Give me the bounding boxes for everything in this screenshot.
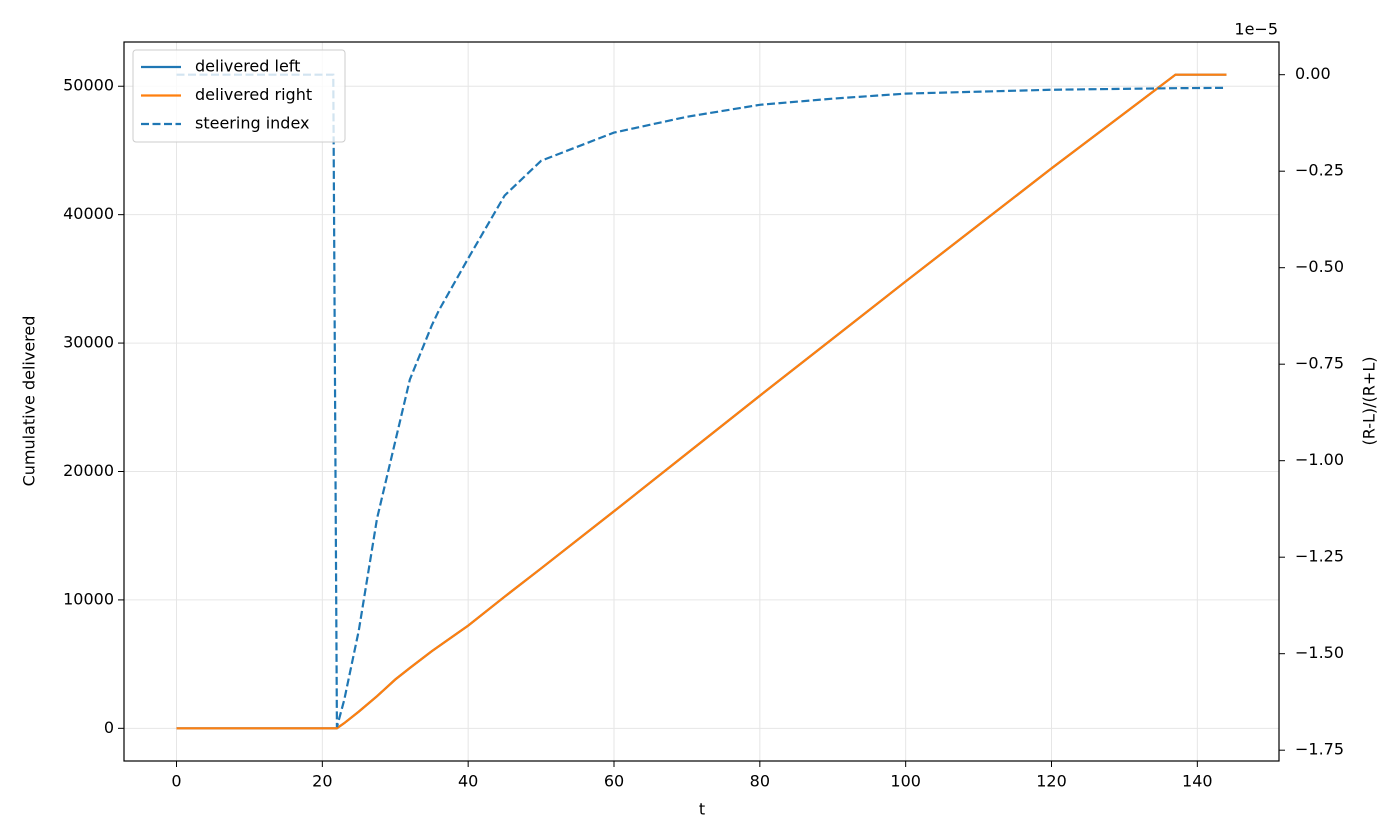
x-tick-label: 120 bbox=[1036, 772, 1067, 791]
y2-tick-label: −1.25 bbox=[1295, 547, 1344, 566]
y2-tick-label: −1.75 bbox=[1295, 740, 1344, 759]
legend-label: delivered left bbox=[195, 57, 300, 76]
y2-tick-label: −0.75 bbox=[1295, 354, 1344, 373]
y2-axis-label: (R-L)/(R+L) bbox=[1360, 357, 1379, 446]
x-tick-label: 80 bbox=[750, 772, 770, 791]
x-tick-label: 100 bbox=[890, 772, 921, 791]
y-tick-label: 30000 bbox=[63, 333, 114, 352]
y-tick-label: 0 bbox=[104, 718, 114, 737]
y2-tick-label: −1.00 bbox=[1295, 450, 1344, 469]
y-tick-label: 10000 bbox=[63, 589, 114, 608]
y-axis-label: Cumulative delivered bbox=[20, 316, 39, 487]
y2-offset-label: 1e−5 bbox=[1234, 20, 1278, 39]
x-tick-label: 20 bbox=[312, 772, 332, 791]
x-axis-label: t bbox=[699, 800, 705, 819]
x-tick-label: 60 bbox=[604, 772, 624, 791]
y-tick-label: 20000 bbox=[63, 461, 114, 480]
legend-label: delivered right bbox=[195, 85, 312, 104]
y-tick-label: 40000 bbox=[63, 204, 114, 223]
y2-tick-label: −0.25 bbox=[1295, 161, 1344, 180]
x-tick-label: 140 bbox=[1182, 772, 1213, 791]
y2-tick-label: −0.50 bbox=[1295, 257, 1344, 276]
y2-tick-label: −1.50 bbox=[1295, 643, 1344, 662]
legend-box bbox=[132, 49, 346, 143]
y2-tick-label: 0.00 bbox=[1295, 64, 1331, 83]
y-tick-label: 50000 bbox=[63, 76, 114, 95]
legend-label: steering index bbox=[195, 114, 309, 133]
x-tick-label: 40 bbox=[458, 772, 478, 791]
series-line bbox=[176, 73, 1227, 730]
x-tick-label: 0 bbox=[171, 772, 181, 791]
series-line bbox=[176, 73, 1227, 728]
plot-frame bbox=[123, 41, 1280, 762]
legend: delivered left delivered right steering in… bbox=[132, 49, 346, 143]
